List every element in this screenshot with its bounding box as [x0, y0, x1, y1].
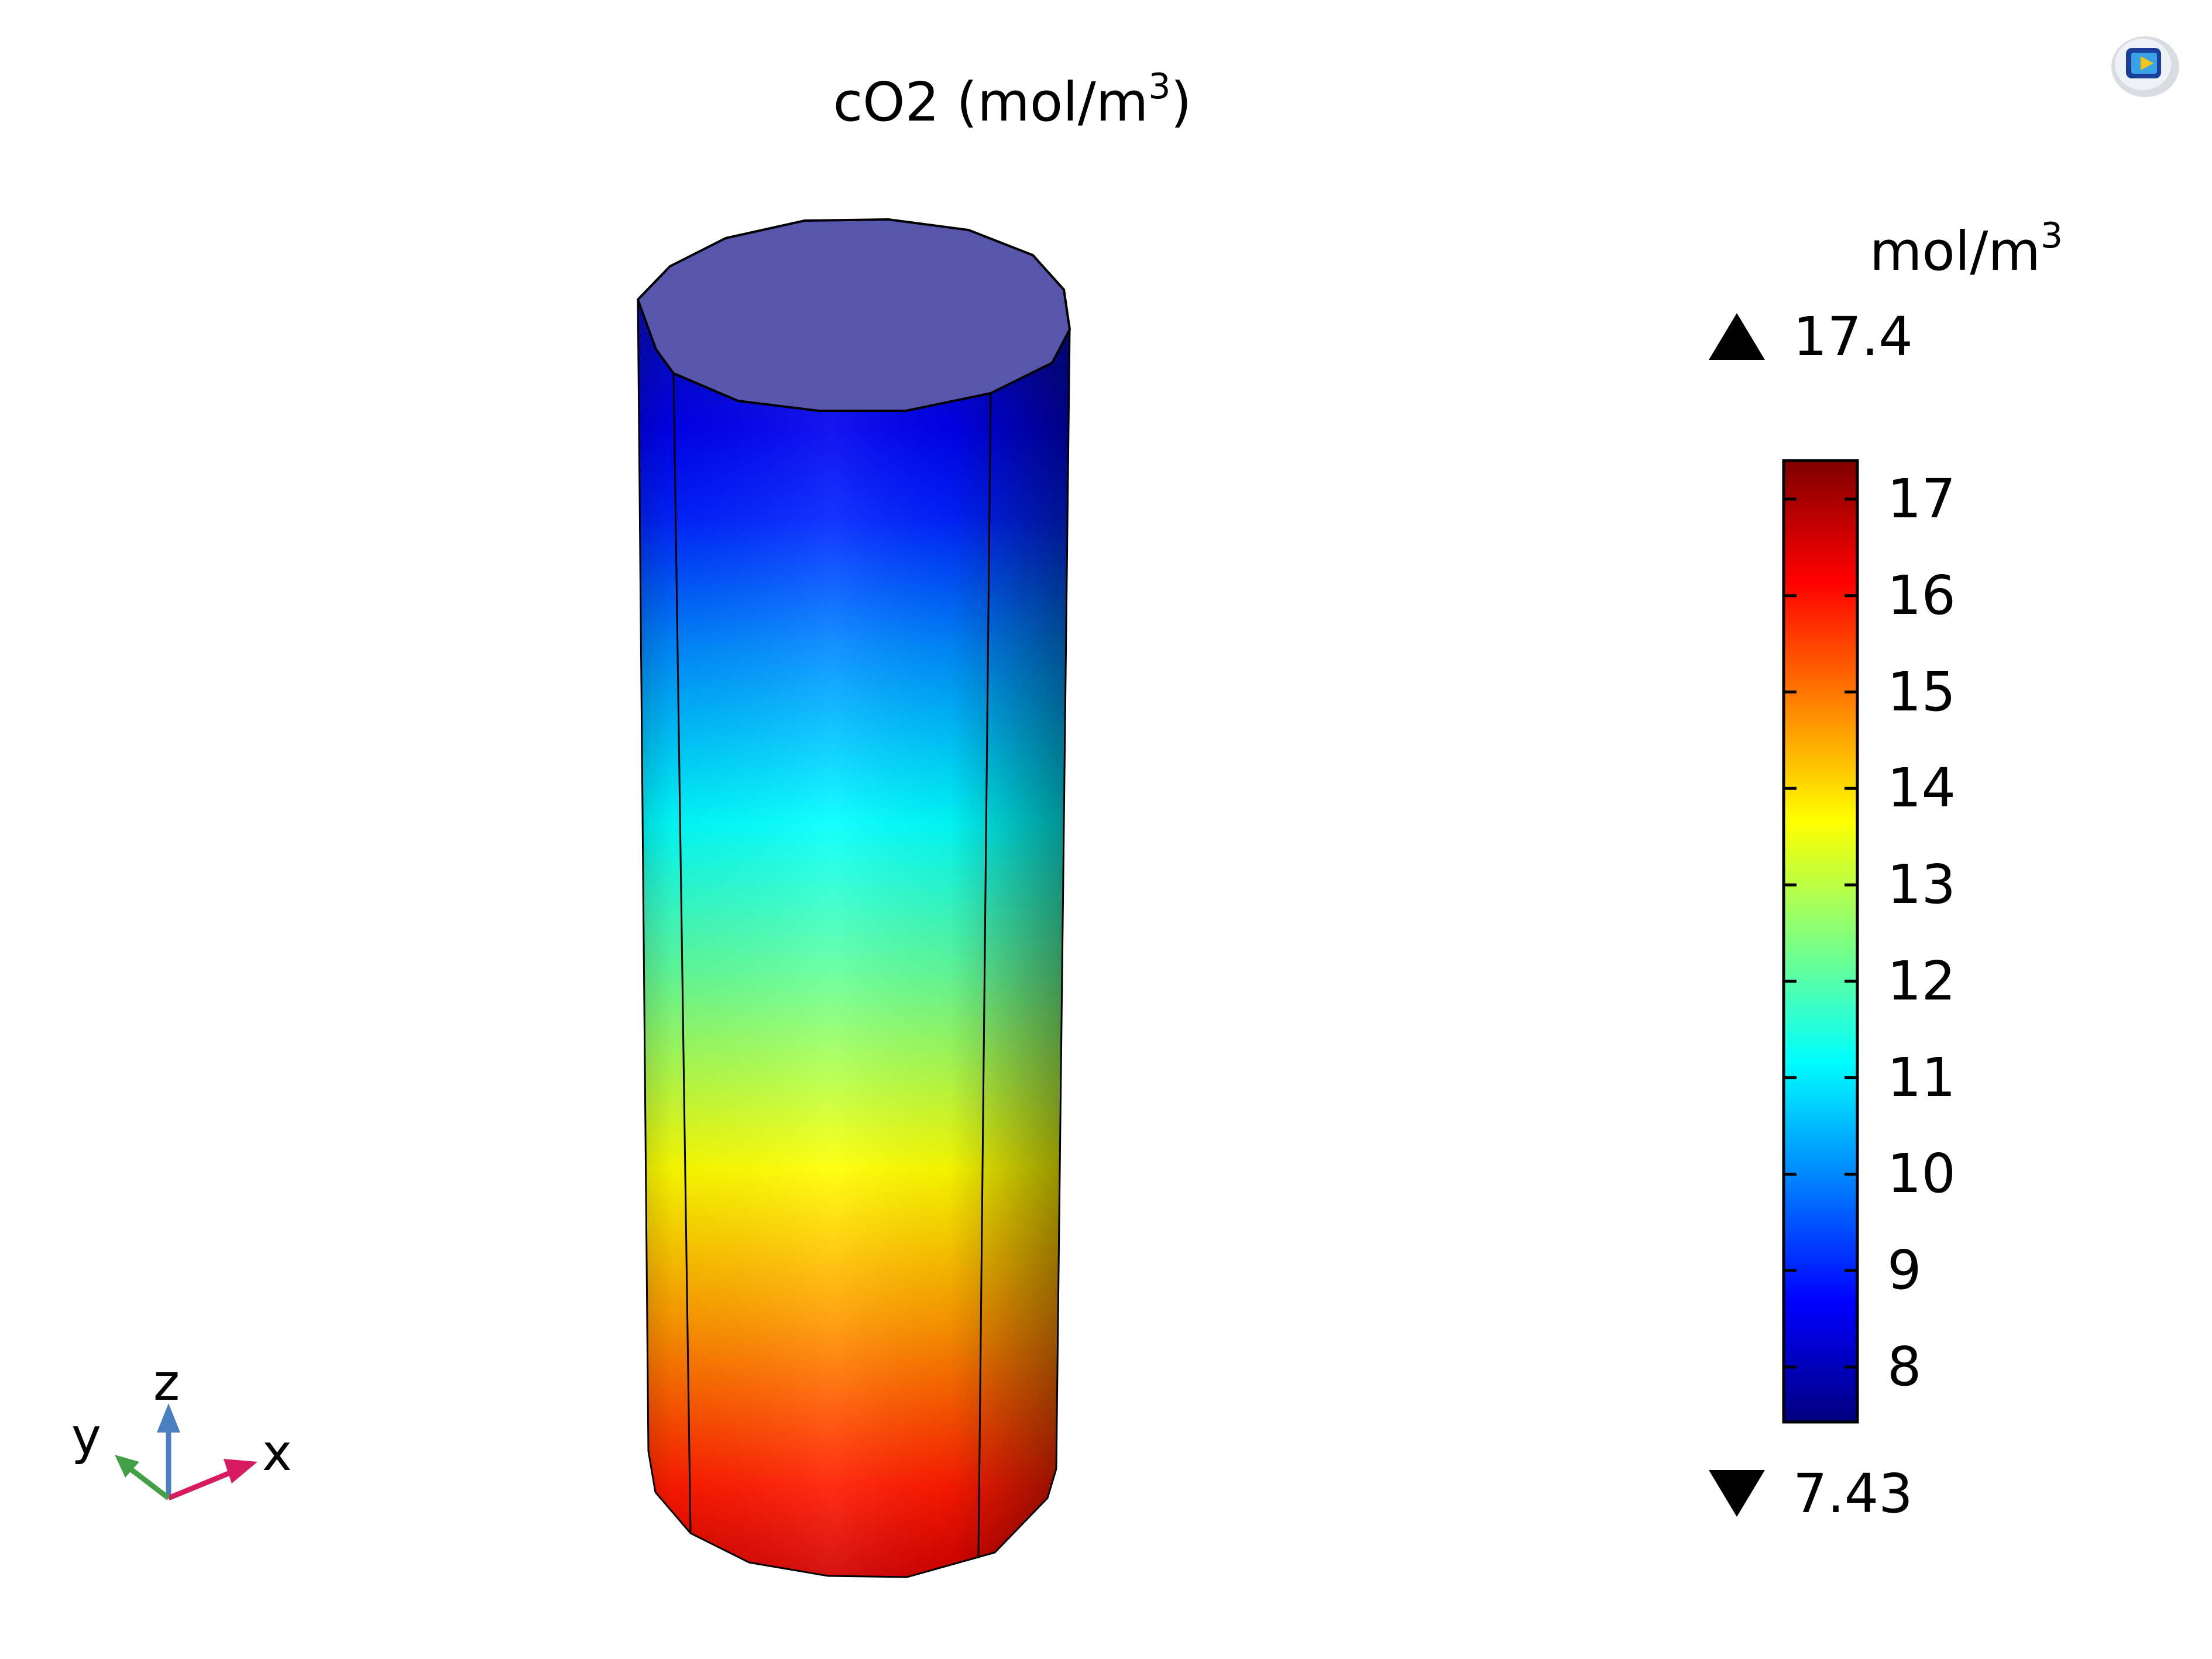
z-axis-label: z — [153, 1354, 180, 1412]
colorbar-tick-label: 16 — [1887, 564, 1956, 627]
colorbar-tick-label: 17 — [1887, 467, 1956, 530]
cylinder-edge-right — [1055, 329, 1071, 1469]
cylinder-bottom-rim — [654, 1468, 1057, 1578]
x-axis-arrowhead — [224, 1459, 257, 1483]
colorbar-tick-label: 14 — [1887, 757, 1956, 820]
colorbar-unit-text: mol/m — [1869, 220, 2041, 283]
cylinder-body — [637, 218, 1071, 1578]
colorbar-tick-label: 11 — [1887, 1046, 1956, 1109]
z-axis-arrowhead — [157, 1403, 180, 1433]
y-axis-label: y — [71, 1407, 101, 1466]
y-axis-arrow — [127, 1465, 170, 1500]
cylinder-top-cap — [637, 218, 1071, 412]
plot-title: cO2 (mol/m3) — [632, 66, 1393, 141]
colorbar — [1782, 459, 1859, 1424]
colorbar-min-row: 7.43 — [1709, 1461, 1913, 1526]
colorbar-ticks — [1784, 497, 1857, 1369]
plot-title-close: ) — [1170, 71, 1192, 133]
axis-triad — [115, 1403, 257, 1501]
cylinder-seam-left — [672, 373, 692, 1534]
cylinder-seam-right — [977, 393, 992, 1559]
x-axis-arrow — [167, 1469, 232, 1501]
min-triangle-icon — [1709, 1470, 1765, 1517]
colorbar-tick-label: 9 — [1887, 1239, 1922, 1302]
colorbar-unit: mol/m3 — [1808, 215, 2124, 290]
colorbar-tick-label: 8 — [1887, 1335, 1922, 1399]
y-axis-arrowhead — [115, 1455, 139, 1478]
colorbar-tick-label: 12 — [1887, 949, 1956, 1012]
colorbar-min-label: 7.43 — [1793, 1462, 1913, 1525]
colorbar-tick-label: 13 — [1887, 853, 1956, 916]
colorbar-gradient — [1782, 459, 1859, 1424]
max-triangle-icon — [1709, 313, 1765, 360]
colorbar-tick-label: 15 — [1887, 660, 1956, 723]
colorbar-max-label: 17.4 — [1793, 305, 1913, 368]
comsol-logo-icon — [2111, 36, 2179, 97]
plot-title-text: cO2 (mol/m — [833, 71, 1149, 133]
colorbar-tick-label: 10 — [1887, 1142, 1956, 1205]
x-axis-label: x — [262, 1424, 292, 1482]
colorbar-max-row: 17.4 — [1709, 304, 1913, 369]
cylinder-edge-left — [637, 299, 657, 1493]
colorbar-unit-superscript: 3 — [2040, 215, 2063, 256]
plot-title-superscript: 3 — [1148, 66, 1171, 107]
